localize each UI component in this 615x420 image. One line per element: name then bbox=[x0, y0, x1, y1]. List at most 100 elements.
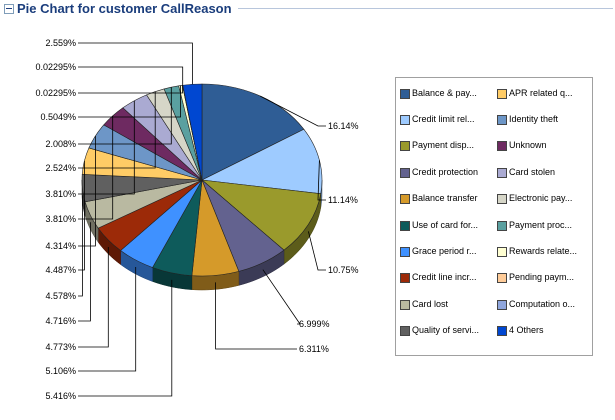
pie-side-walls bbox=[81, 179, 323, 291]
leader-line-7 bbox=[78, 247, 109, 348]
legend-swatch bbox=[400, 300, 410, 310]
legend-label: Use of card for... bbox=[412, 220, 479, 230]
slice-label-9: 4.578% bbox=[45, 291, 76, 301]
slice-label-11: 4.314% bbox=[45, 241, 76, 251]
legend-label: Balance & pay... bbox=[412, 88, 477, 98]
slice-label-1: 11.14% bbox=[328, 195, 358, 205]
legend-swatch bbox=[497, 273, 507, 283]
pie-chart: 16.14% 11.14% 10.75% 6.999% 6.311% 2.559% 0.02… bbox=[35, 38, 358, 401]
legend-item: Use of card for... bbox=[400, 220, 494, 232]
leader-line-5 bbox=[78, 279, 173, 397]
legend-label: Balance transfer bbox=[412, 193, 478, 203]
slice-label-4: 6.311% bbox=[299, 344, 329, 354]
legend-label: Pending paym... bbox=[509, 272, 575, 282]
legend-label: Computation o... bbox=[509, 299, 576, 309]
slice-label-2: 10.75% bbox=[328, 265, 359, 275]
slice-label-7: 4.773% bbox=[45, 342, 76, 352]
slice-label-18: 0.02295% bbox=[35, 62, 76, 72]
legend-swatch bbox=[497, 168, 507, 178]
legend-item: 4 Others bbox=[497, 325, 591, 337]
leader-line-16 bbox=[78, 85, 182, 118]
legend-label: Payment disp... bbox=[412, 140, 475, 150]
legend-label: Identity theft bbox=[509, 114, 559, 124]
legend-swatch bbox=[497, 300, 507, 310]
slice-label-13: 3.810% bbox=[45, 189, 76, 199]
leader-line-6 bbox=[78, 267, 137, 372]
legend-item: Electronic pay... bbox=[497, 193, 591, 205]
pie-slice-19[interactable] bbox=[182, 83, 203, 181]
legend-swatch bbox=[400, 141, 410, 151]
pie-labels: 16.14% 11.14% 10.75% 6.999% 6.311% 2.559% 0.02… bbox=[35, 38, 358, 401]
slice-label-16: 0.5049% bbox=[40, 112, 76, 122]
legend-item: Unknown bbox=[497, 140, 591, 152]
leader-line-15 bbox=[78, 87, 172, 145]
slice-label-12: 3.810% bbox=[45, 214, 76, 224]
legend-label: Grace period r... bbox=[412, 246, 477, 256]
legend-item: Quality of servi... bbox=[400, 325, 494, 337]
legend-item: Card stolen bbox=[497, 167, 591, 179]
title-divider bbox=[238, 8, 613, 9]
legend-label: Rewards relate... bbox=[509, 246, 578, 256]
legend-item: Pending paym... bbox=[497, 272, 591, 284]
leader-line-0 bbox=[260, 95, 326, 127]
leader-line-8 bbox=[78, 222, 91, 322]
slice-label-6: 5.106% bbox=[45, 366, 76, 376]
legend-label: Credit line incr... bbox=[412, 272, 477, 282]
pie-top bbox=[81, 83, 323, 277]
leader-line-12 bbox=[78, 115, 114, 220]
leader-line-2 bbox=[308, 231, 326, 271]
legend-label: Quality of servi... bbox=[412, 325, 480, 335]
legend-label: Card stolen bbox=[509, 167, 556, 177]
legend-label: Payment proc... bbox=[509, 220, 573, 230]
panel-header: Pie Chart for customer CallReason bbox=[0, 0, 615, 20]
legend-item: Payment disp... bbox=[400, 140, 494, 152]
legend-item: Card lost bbox=[400, 299, 494, 311]
legend-label: Card lost bbox=[412, 299, 449, 309]
slice-label-14: 2.524% bbox=[45, 163, 76, 173]
collapse-icon[interactable] bbox=[4, 4, 14, 14]
legend-item: Identity theft bbox=[497, 114, 591, 126]
legend-swatch bbox=[400, 247, 410, 257]
legend-swatch bbox=[497, 326, 507, 336]
leader-line-11 bbox=[78, 136, 96, 247]
leader-line-9 bbox=[78, 195, 83, 297]
slice-label-5: 5.416% bbox=[45, 391, 76, 401]
leader-line-17 bbox=[78, 85, 183, 94]
slice-label-17: 0.02295% bbox=[35, 88, 76, 98]
leader-line-13 bbox=[78, 100, 135, 195]
legend-label: Unknown bbox=[509, 140, 547, 150]
slice-label-15: 2.008% bbox=[45, 139, 76, 149]
legend-swatch bbox=[400, 194, 410, 204]
legend-swatch bbox=[400, 115, 410, 125]
legend-item: Rewards relate... bbox=[497, 246, 591, 258]
legend-swatch bbox=[497, 115, 507, 125]
legend-item: Grace period r... bbox=[400, 246, 494, 258]
pie-slice-0[interactable] bbox=[201, 83, 305, 181]
leader-line-14 bbox=[78, 91, 156, 169]
legend-item: Balance & pay... bbox=[400, 88, 494, 100]
leader-line-1 bbox=[317, 160, 326, 201]
legend-item: Payment proc... bbox=[497, 220, 591, 232]
slice-label-19: 2.559% bbox=[45, 38, 76, 48]
legend-item: Credit line incr... bbox=[400, 272, 494, 284]
legend-item: Credit protection bbox=[400, 167, 494, 179]
legend-swatch bbox=[497, 89, 507, 99]
legend-label: Credit protection bbox=[412, 167, 479, 177]
slice-label-8: 4.716% bbox=[45, 316, 76, 326]
legend-item: Computation o... bbox=[497, 299, 591, 311]
leader-line-19 bbox=[78, 42, 193, 85]
legend-item: APR related q... bbox=[497, 88, 591, 100]
legend-swatch bbox=[400, 326, 410, 336]
legend-item: Balance transfer bbox=[400, 193, 494, 205]
legend-label: APR related q... bbox=[509, 88, 573, 98]
legend-swatch bbox=[400, 89, 410, 99]
panel-title: Pie Chart for customer CallReason bbox=[17, 1, 232, 16]
chart-legend: Balance & pay... Credit limit rel... Payme… bbox=[395, 77, 593, 356]
leader-line-3 bbox=[262, 269, 301, 325]
legend-swatch bbox=[497, 247, 507, 257]
legend-label: 4 Others bbox=[509, 325, 544, 335]
legend-swatch bbox=[497, 194, 507, 204]
slice-label-0: 16.14% bbox=[328, 121, 359, 131]
pie-slice-2[interactable] bbox=[201, 179, 322, 251]
leader-line-18 bbox=[78, 66, 184, 86]
